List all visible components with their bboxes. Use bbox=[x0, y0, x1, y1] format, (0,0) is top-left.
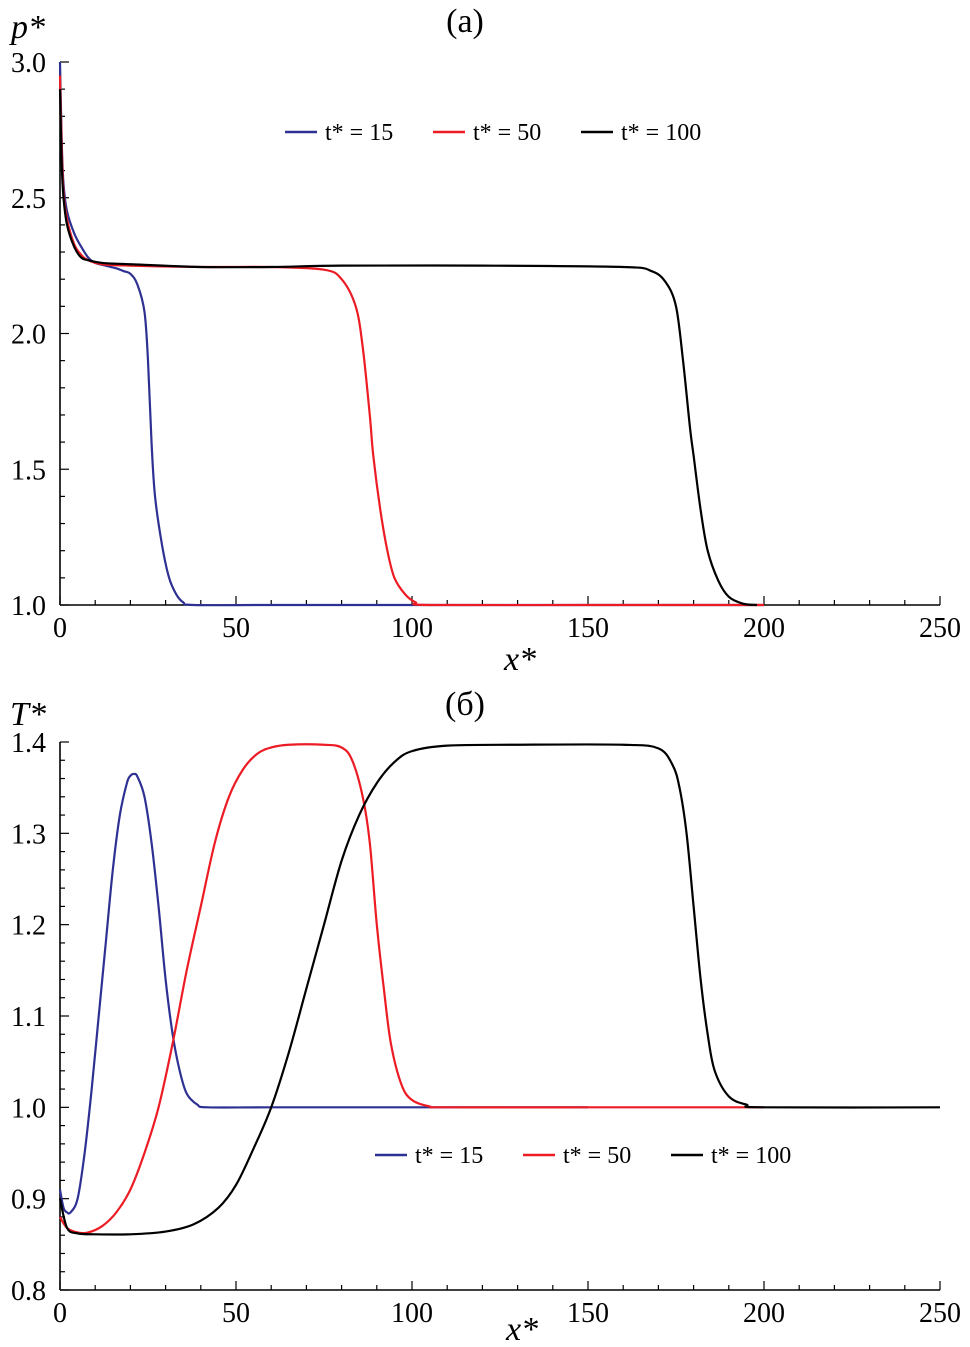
panel-b-y-tick-label: 0.9 bbox=[11, 1185, 46, 1216]
panel-a-y-tick-label: 2.0 bbox=[11, 320, 46, 351]
panel-b-x-tick-label: 100 bbox=[391, 1298, 433, 1329]
panel-b-y-axis-title: T* bbox=[10, 696, 46, 733]
panel-a-series bbox=[58, 61, 765, 607]
panel-a-x-tick-label: 250 bbox=[919, 613, 961, 644]
panel-a-x-tick-label: 50 bbox=[222, 613, 250, 644]
panel-b-x-tick-label: 150 bbox=[567, 1298, 609, 1329]
panel-b-ticks: 0 50 100 150 200 250 0.8 0.9 1.0 1.1 1.2 1.3 1.4 bbox=[11, 728, 961, 1329]
panel-b-x-tick-label: 50 bbox=[222, 1298, 250, 1329]
panel-b-legend: t* = 15 t* = 50 t* = 100 bbox=[375, 1143, 791, 1169]
panel-a-series-line-1 bbox=[58, 61, 765, 607]
panel-a-y-tick-label: 1.0 bbox=[11, 591, 46, 622]
panel-b-y-tick-label: 1.2 bbox=[11, 911, 46, 942]
panel-b-y-tick-label: 1.0 bbox=[11, 1093, 46, 1124]
panel-a-legend: t* = 15 t* = 50 t* = 100 bbox=[285, 120, 701, 146]
panel-b-y-tick-label: 1.4 bbox=[11, 728, 46, 759]
panel-a-x-tick-label: 100 bbox=[391, 613, 433, 644]
panel-b-temperature: (б) T* x* 0 50 100 150 200 250 0.8 0.9 1.0 1.1 1.2… bbox=[10, 686, 961, 1347]
panel-b-x-tick-label: 0 bbox=[53, 1298, 67, 1329]
panel-b-legend-label-3: t* = 100 bbox=[711, 1143, 791, 1169]
panel-a-y-axis-title: p* bbox=[9, 9, 45, 46]
panel-a-x-tick-label: 200 bbox=[743, 613, 785, 644]
panel-a-x-tick-label: 150 bbox=[567, 613, 609, 644]
panel-b-axes bbox=[59, 742, 940, 1291]
panel-a-legend-label-3: t* = 100 bbox=[621, 120, 701, 146]
panel-a-y-tick-label: 3.0 bbox=[11, 48, 46, 79]
panel-a-series-line-3 bbox=[58, 89, 758, 607]
panel-b-x-tick-label: 250 bbox=[919, 1298, 961, 1329]
panel-b-series-line-3 bbox=[58, 743, 941, 1236]
panel-a-ticks: 0 50 100 150 200 250 1.0 1.5 2.0 2.5 3.0 bbox=[11, 48, 961, 644]
panel-b-y-tick-label: 0.8 bbox=[11, 1276, 46, 1307]
panel-a-legend-label-1: t* = 15 bbox=[325, 120, 393, 146]
panel-b-legend-label-1: t* = 15 bbox=[415, 1143, 483, 1169]
panel-b-title: (б) bbox=[445, 686, 485, 723]
panel-a-pressure: (a) p* x* 0 50 100 150 200 250 1.0 1.5 2.0 2.5 3.0… bbox=[9, 3, 961, 678]
panel-a-title: (a) bbox=[446, 3, 484, 40]
panel-b-legend-label-2: t* = 50 bbox=[563, 1143, 631, 1169]
panel-a-x-axis-title: x* bbox=[503, 641, 536, 678]
panel-b-series-line-1 bbox=[58, 772, 588, 1215]
panel-b-series bbox=[58, 743, 941, 1236]
panel-a-legend-label-2: t* = 50 bbox=[473, 120, 541, 146]
panel-b-y-tick-label: 1.3 bbox=[11, 819, 46, 850]
panel-b-series-line-2 bbox=[59, 743, 764, 1235]
panel-b-y-tick-label: 1.1 bbox=[11, 1002, 46, 1033]
panel-b-x-axis-title: x* bbox=[505, 1311, 538, 1347]
panel-a-y-tick-label: 1.5 bbox=[11, 455, 46, 486]
panel-a-x-tick-label: 0 bbox=[53, 613, 67, 644]
panel-b-x-tick-label: 200 bbox=[743, 1298, 785, 1329]
panel-a-y-tick-label: 2.5 bbox=[11, 184, 46, 215]
panel-a-series-line-2 bbox=[58, 75, 765, 607]
